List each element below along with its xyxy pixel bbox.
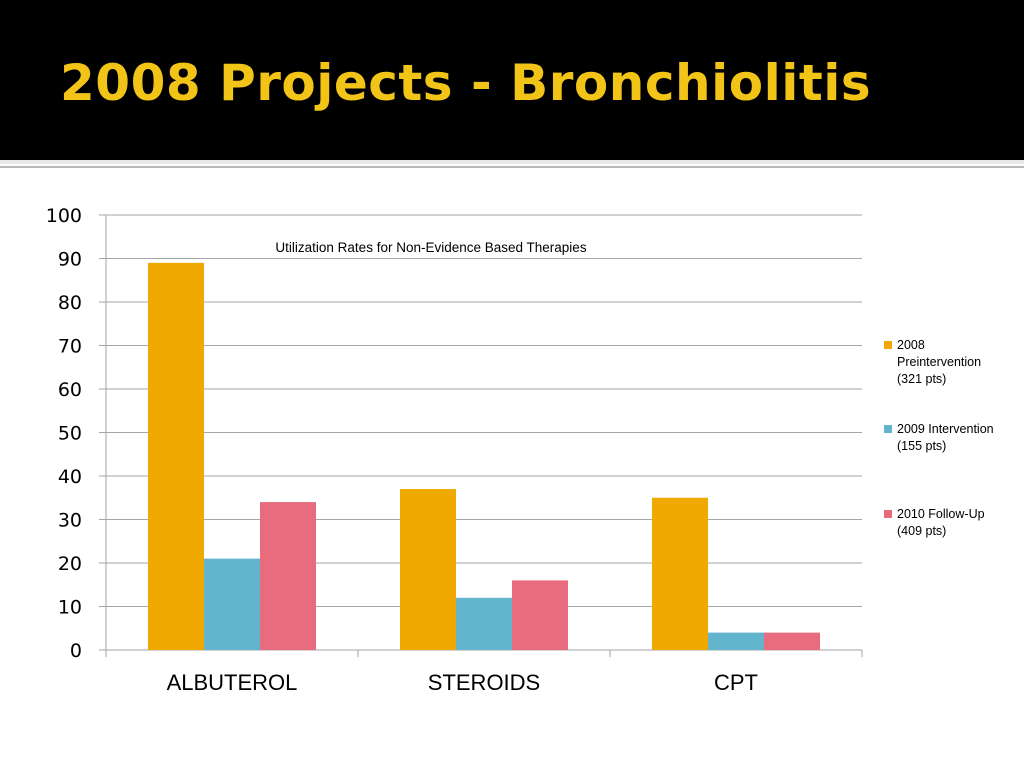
legend-label: 2010 Follow-Up [897,507,985,521]
bar-steroids-series-1 [400,489,456,650]
bar-albuterol-series-3 [260,502,316,650]
bar-cpt-series-2 [708,632,764,650]
y-tick-label: 20 [58,553,82,575]
bar-cpt-series-1 [652,497,708,650]
legend-swatch [884,510,892,518]
legend-swatch [884,341,892,349]
x-category-label: STEROIDS [428,670,540,695]
y-tick-label: 60 [58,379,82,401]
bar-steroids-series-3 [512,580,568,650]
y-tick-label: 40 [58,466,82,488]
title-divider [0,160,1024,164]
y-tick-label: 70 [58,336,82,358]
legend-swatch [884,425,892,433]
bar-albuterol-series-2 [204,558,260,650]
legend-label: 2009 Intervention [897,422,994,436]
bar-steroids-series-2 [456,597,512,650]
y-tick-label: 0 [70,640,82,662]
bar-cpt-series-3 [764,632,820,650]
x-category-label: ALBUTEROL [167,670,298,695]
y-tick-label: 80 [58,292,82,314]
legend-label: 2008 [897,338,925,352]
slide-title: 2008 Projects - Bronchiolitis [60,54,872,112]
chart-title: Utilization Rates for Non-Evidence Based… [275,240,586,255]
legend-label: (409 pts) [897,524,946,538]
x-category-label: CPT [714,670,758,695]
legend-label: (321 pts) [897,372,946,386]
y-tick-label: 100 [46,205,82,227]
y-tick-label: 10 [58,597,82,619]
y-tick-label: 30 [58,510,82,532]
y-tick-label: 90 [58,249,82,271]
title-banner [0,0,1024,160]
bar-albuterol-series-1 [148,262,204,650]
y-tick-label: 50 [58,423,82,445]
legend-label: Preintervention [897,355,981,369]
legend-label: (155 pts) [897,439,946,453]
title-divider-shadow [0,166,1024,168]
